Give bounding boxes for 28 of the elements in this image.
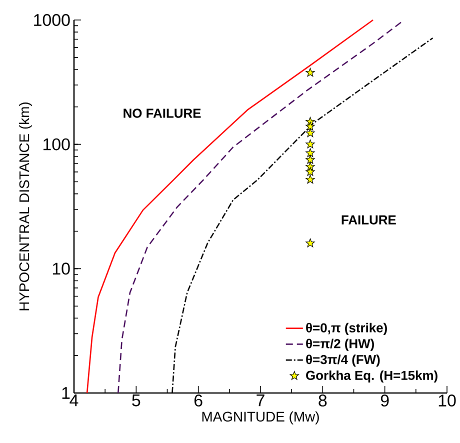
point [306,128,315,138]
legend-label: θ=3π/4 (FW) [306,354,380,367]
point [306,174,315,184]
x-tick-label: 7 [256,394,264,406]
y-tick-label: 10 [52,262,70,275]
y-axis-title: HYPOCENTRAL DISTANCE (km) [18,102,32,310]
y-tick-label: 1000 [34,14,70,26]
legend-label: θ=π/2 (HW) [306,338,374,351]
point [306,140,315,148]
annotation: FAILURE [342,215,396,224]
point [306,167,315,176]
x-tick-label: 10 [438,394,456,407]
point [306,148,315,158]
y-tick-label: 100 [44,138,70,150]
x-tick-label: 9 [380,394,389,407]
x-tick-label: 4 [70,394,78,406]
x-tick-label: 6 [194,394,202,407]
point [306,68,315,77]
x-tick-label: 5 [132,394,140,406]
point [306,155,315,164]
x-tick-label: 8 [318,394,327,407]
annotation: NO FAILURE [124,108,201,118]
legend-label: θ=0,π (strike) [306,322,387,335]
legend-label: Gorkha Eq. (H=15km) [306,370,438,383]
y-tick-label: 1 [62,387,70,399]
x-axis-title: MAGNITUDE (Mw) [202,411,319,424]
point [306,122,315,130]
point [306,238,315,248]
